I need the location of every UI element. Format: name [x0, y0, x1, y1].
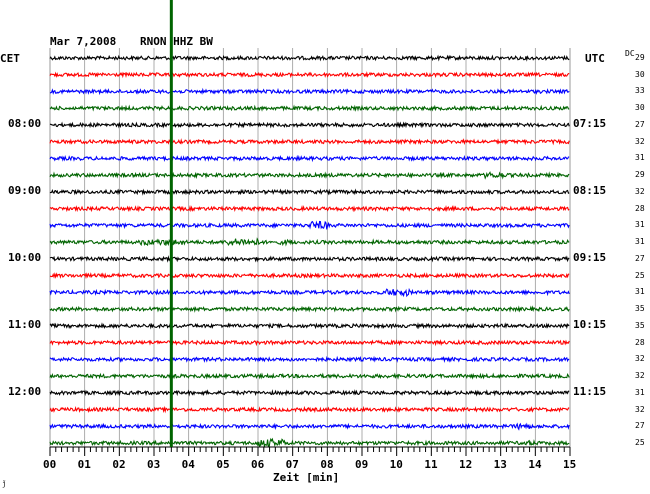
dc-value: 27	[635, 119, 645, 129]
left-time-label: 12:00	[8, 384, 42, 398]
seismic-trace	[49, 405, 570, 414]
left-time-label: 09:00	[8, 183, 42, 197]
right-time-label: 11:15	[573, 384, 607, 398]
seismic-trace	[49, 437, 570, 449]
seismic-trace	[49, 287, 570, 298]
dc-value: 35	[635, 320, 645, 330]
x-tick-label: 00	[43, 458, 57, 471]
seismic-trace	[49, 272, 570, 280]
dc-value: 30	[635, 103, 645, 113]
x-tick-label: 07	[285, 458, 299, 471]
dc-value: 29	[635, 170, 645, 180]
dc-value: 25	[635, 270, 645, 280]
dc-value: 25	[635, 438, 645, 448]
right-time-label: 09:15	[573, 250, 607, 264]
seismic-traces	[49, 54, 570, 449]
dc-value: 27	[635, 421, 645, 431]
dc-value: 28	[635, 337, 645, 347]
seismic-trace	[49, 237, 570, 247]
dc-value: 28	[635, 203, 645, 213]
left-time-label: 11:00	[8, 317, 42, 331]
x-tick-label: 06	[251, 458, 265, 471]
dc-value: 32	[635, 404, 645, 414]
dc-value: 29	[635, 53, 645, 62]
seismic-trace	[49, 339, 570, 347]
seismic-trace	[49, 154, 570, 163]
station-label: RNON HHZ BW	[140, 35, 213, 48]
dc-value: 31	[635, 387, 645, 397]
left-timezone-label: CET	[0, 52, 20, 65]
dc-value: 27	[635, 253, 645, 263]
footer-mark: ǰ	[2, 480, 7, 488]
dc-value: 35	[635, 304, 645, 314]
x-axis	[49, 446, 571, 456]
seismic-trace	[49, 204, 570, 213]
right-time-label: 07:15	[573, 116, 607, 130]
dc-header-label: DC	[625, 49, 635, 58]
x-tick-label: 14	[528, 458, 542, 471]
seismic-trace	[49, 372, 570, 380]
dc-value: 32	[635, 354, 645, 364]
left-time-label: 08:00	[8, 116, 42, 130]
seismic-trace	[49, 355, 570, 363]
dc-value: 31	[635, 153, 645, 163]
seismic-trace	[49, 87, 570, 96]
x-tick-label: 02	[112, 458, 126, 471]
x-tick-label: 08	[320, 458, 334, 471]
seismic-trace	[49, 188, 570, 196]
dc-value: 31	[635, 237, 645, 247]
seismic-trace	[49, 54, 570, 62]
x-tick-label: 10	[389, 458, 403, 471]
date-label: Mar 7,2008	[50, 35, 117, 48]
dc-value: 31	[635, 220, 645, 230]
seismic-trace	[49, 322, 570, 330]
x-tick-label: 09	[355, 458, 369, 471]
seismic-trace	[49, 171, 570, 180]
left-time-label: 10:00	[8, 250, 42, 264]
seismic-trace	[49, 121, 570, 129]
dc-value: 33	[635, 86, 645, 96]
x-tick-label: 15	[563, 458, 577, 471]
x-tick-label: 12	[459, 458, 473, 471]
dc-value: 32	[635, 136, 645, 146]
dc-value: 31	[635, 287, 645, 297]
right-time-label: 10:15	[573, 317, 607, 331]
seismic-trace	[49, 422, 570, 431]
seismic-trace	[49, 138, 570, 146]
x-tick-label: 13	[493, 458, 507, 471]
x-tick-label: 03	[147, 458, 161, 471]
x-tick-label: 05	[216, 458, 230, 471]
x-tick-label: 04	[181, 458, 195, 471]
x-tick-label: 11	[424, 458, 438, 471]
seismic-trace	[49, 104, 570, 112]
seismic-trace	[49, 389, 570, 397]
seismic-trace	[49, 255, 570, 263]
right-timezone-label: UTC	[585, 52, 605, 65]
dc-value: 32	[635, 186, 645, 196]
right-time-label: 08:15	[573, 183, 607, 197]
x-axis-title: Zeit [min]	[273, 471, 340, 484]
dc-value: 30	[635, 69, 645, 79]
dc-value: 32	[635, 371, 645, 381]
x-tick-label: 01	[77, 458, 91, 471]
seismic-trace	[49, 71, 570, 79]
seismic-trace	[49, 305, 570, 313]
seismic-trace	[49, 220, 570, 230]
grid	[49, 48, 571, 447]
